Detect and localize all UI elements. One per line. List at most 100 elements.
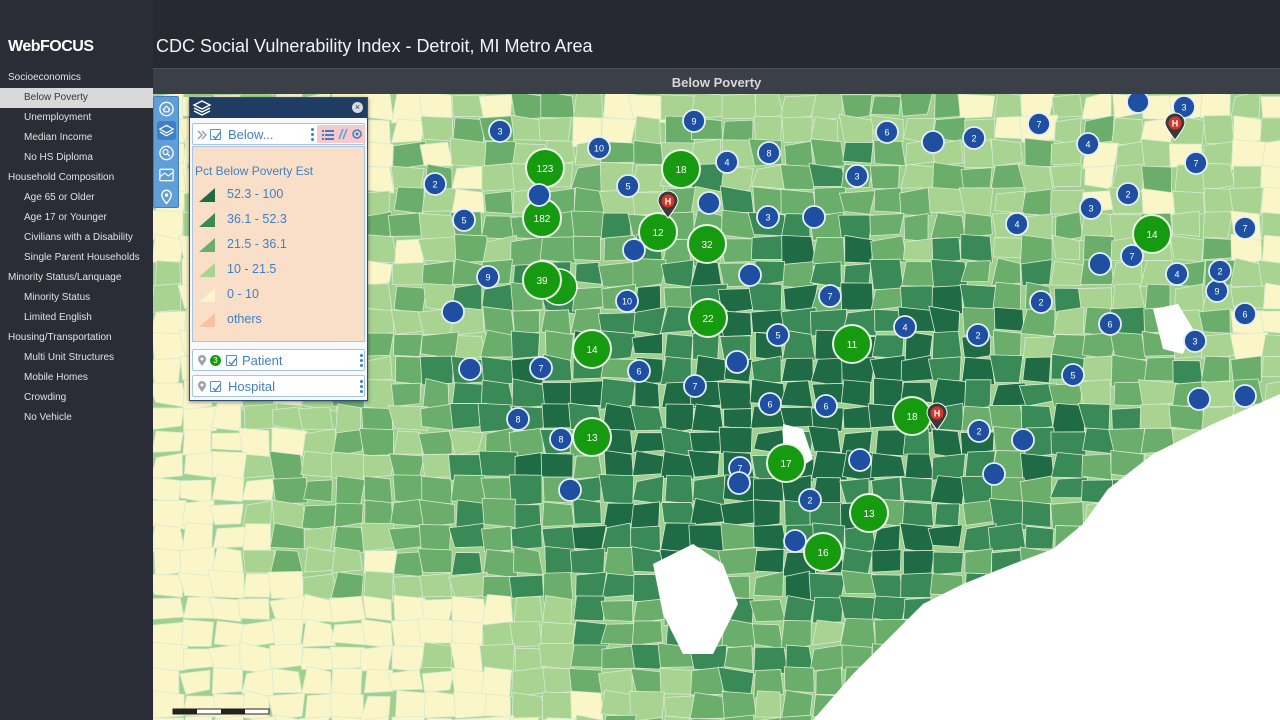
point-circle[interactable] (529, 356, 553, 380)
census-tract[interactable] (269, 643, 304, 670)
census-tract[interactable] (838, 113, 874, 145)
census-tract[interactable] (153, 641, 189, 672)
census-tract[interactable] (779, 95, 818, 120)
census-tract[interactable] (575, 261, 603, 285)
census-tract[interactable] (1260, 164, 1280, 190)
patient-point[interactable] (802, 205, 826, 229)
census-tract[interactable] (153, 382, 187, 408)
patient-point[interactable] (441, 300, 465, 324)
census-tract[interactable] (960, 356, 996, 386)
census-tract[interactable] (393, 551, 424, 578)
point-circle[interactable] (627, 359, 651, 383)
census-tract[interactable] (900, 572, 935, 599)
census-tract[interactable] (598, 474, 635, 506)
census-tract[interactable] (393, 186, 425, 215)
census-tract[interactable] (420, 331, 459, 360)
patient-point[interactable] (783, 529, 807, 553)
sidebar-item-below-poverty[interactable]: Below Poverty (0, 88, 153, 108)
layer-panel-header[interactable]: × (190, 98, 367, 118)
patient-cluster[interactable]: 12 (638, 212, 678, 252)
point-circle[interactable] (1233, 216, 1257, 240)
patient-point[interactable] (622, 238, 646, 262)
census-tract[interactable] (634, 115, 662, 145)
census-tract[interactable] (450, 717, 484, 720)
patient-point[interactable] (1187, 387, 1211, 411)
census-tract[interactable] (1261, 234, 1280, 264)
patient-point[interactable]: 10 (587, 136, 611, 160)
census-tract[interactable] (181, 499, 215, 526)
census-tract[interactable] (570, 690, 604, 720)
census-tract[interactable] (1230, 355, 1262, 383)
census-tract[interactable] (330, 622, 366, 646)
census-tract[interactable] (391, 715, 425, 720)
census-tract[interactable] (538, 642, 574, 671)
census-tract[interactable] (779, 714, 814, 720)
cluster-circle[interactable] (832, 324, 872, 364)
layer-row-hospital[interactable]: Hospital (192, 375, 365, 397)
census-tract[interactable] (904, 453, 935, 480)
census-tract[interactable] (510, 523, 543, 551)
point-circle[interactable] (1187, 387, 1211, 411)
census-tract[interactable] (753, 524, 788, 551)
census-tract[interactable] (991, 257, 1022, 287)
census-tract[interactable] (810, 357, 843, 387)
census-tract[interactable] (1110, 117, 1146, 146)
census-tract[interactable] (927, 356, 962, 383)
sidebar-item-civilians-with-a-disability[interactable]: Civilians with a Disability (24, 232, 133, 243)
census-tract[interactable] (900, 163, 936, 189)
census-tract[interactable] (934, 94, 962, 119)
census-tract[interactable] (540, 621, 576, 647)
census-tract[interactable] (180, 619, 214, 647)
census-tract[interactable] (811, 237, 846, 266)
census-tract[interactable] (419, 572, 452, 598)
point-circle[interactable] (1098, 312, 1122, 336)
census-tract[interactable] (598, 261, 639, 289)
patient-point[interactable]: 3 (845, 164, 869, 188)
census-tract[interactable] (1138, 379, 1179, 407)
census-tract[interactable] (873, 187, 903, 213)
census-tract[interactable] (1171, 210, 1200, 237)
census-tract[interactable] (363, 570, 394, 603)
census-tract[interactable] (634, 378, 660, 408)
point-circle[interactable] (738, 263, 762, 287)
patient-point[interactable]: 5 (766, 323, 790, 347)
point-circle[interactable] (452, 208, 476, 232)
census-tract[interactable] (1050, 260, 1084, 286)
census-tract[interactable] (1260, 334, 1280, 362)
census-tract[interactable] (810, 138, 846, 167)
patient-point[interactable]: 9 (1205, 279, 1229, 303)
sidebar-item-median-income[interactable]: Median Income (24, 132, 93, 143)
census-tract[interactable] (1202, 210, 1233, 239)
census-tract[interactable] (391, 261, 427, 286)
census-tract[interactable] (753, 548, 785, 574)
census-tract[interactable] (899, 186, 932, 217)
census-tract[interactable] (297, 406, 334, 430)
patient-point[interactable]: 5 (1061, 363, 1085, 387)
census-tract[interactable] (1200, 332, 1238, 359)
census-tract[interactable] (871, 549, 902, 573)
census-tract[interactable] (689, 431, 722, 453)
census-tract[interactable] (1230, 94, 1261, 119)
census-tract[interactable] (1228, 187, 1264, 220)
census-tract[interactable] (721, 617, 757, 649)
cluster-circle[interactable] (572, 329, 612, 369)
census-tract[interactable] (179, 669, 211, 695)
census-tract[interactable] (510, 114, 542, 141)
point-circle[interactable] (757, 141, 781, 165)
census-tract[interactable] (572, 497, 602, 525)
census-tract[interactable] (508, 474, 543, 507)
census-tract[interactable] (630, 501, 661, 530)
census-tract[interactable] (360, 715, 389, 720)
census-tract[interactable] (661, 715, 691, 720)
census-tract[interactable] (780, 620, 812, 651)
census-tract[interactable] (238, 427, 270, 457)
census-tract[interactable] (448, 522, 485, 549)
census-tract[interactable] (903, 212, 929, 242)
point-circle[interactable] (683, 374, 707, 398)
census-tract[interactable] (782, 261, 814, 289)
census-tract[interactable] (271, 618, 304, 649)
census-tract[interactable] (387, 405, 428, 431)
census-tract[interactable] (751, 163, 787, 190)
point-circle[interactable] (814, 394, 838, 418)
patient-point[interactable]: 3 (488, 119, 512, 143)
